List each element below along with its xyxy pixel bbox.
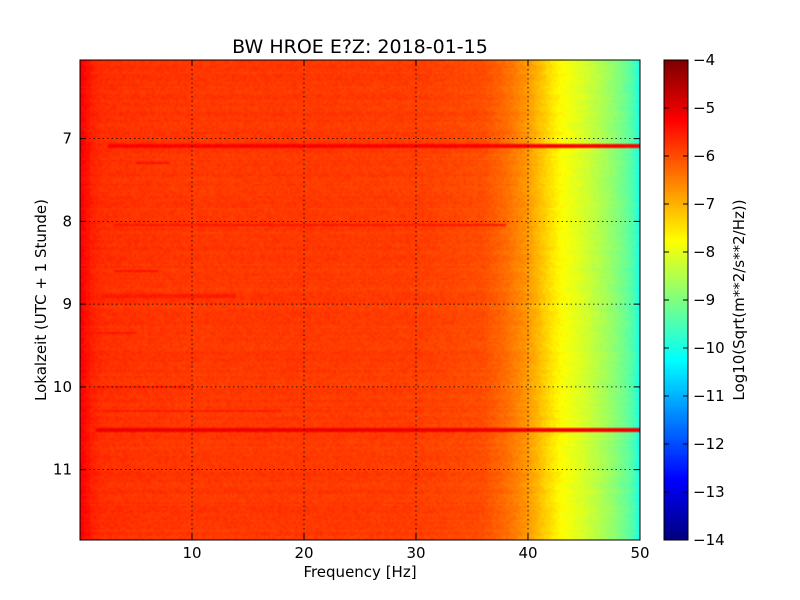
colorbar-tick-label: −8 [693,243,715,261]
colorbar-tick-label: −9 [693,291,715,309]
colorbar-tick-label: −12 [693,435,725,453]
y-tick-label: 7 [62,130,72,148]
y-tick-label: 10 [53,378,72,396]
plot-frame [79,59,641,541]
colorbar-tick-label: −7 [693,195,715,213]
colorbar-tick-label: −5 [693,99,715,117]
x-tick-label: 40 [518,544,537,562]
colorbar-tick-label: −10 [693,339,725,357]
x-axis-ticks: 10 20 30 40 50 [182,60,650,562]
y-tick-label: 8 [62,212,72,230]
grid-lines [80,60,640,540]
y-axis-ticks: 7 8 9 10 11 [53,130,640,479]
colorbar-tick-label: −14 [693,531,725,549]
chart-title: BW HROE E?Z: 2018-01-15 [232,36,488,58]
colorbar-tick-label: −4 [693,51,715,69]
x-tick-label: 20 [294,544,313,562]
colorbar-tick-label: −13 [693,483,725,501]
spectrogram-heatmap [80,60,640,540]
y-axis-label: Lokalzeit (UTC + 1 Stunde) [32,199,50,401]
x-tick-label: 50 [630,544,649,562]
x-tick-label: 30 [406,544,425,562]
x-axis-label: Frequency [Hz] [303,563,416,581]
y-tick-label: 11 [53,461,72,479]
x-tick-label: 10 [182,544,201,562]
colorbar-tick-label: −6 [693,147,715,165]
colorbar-ticks: −4 −5 −6 −7 −8 −9 −10 −11 −12 −13 −14 [664,51,725,549]
colorbar-tick-label: −11 [693,387,725,405]
colorbar-label: Log10(Sqrt(m**2/s**2/Hz)) [730,199,748,400]
y-tick-label: 9 [62,295,72,313]
